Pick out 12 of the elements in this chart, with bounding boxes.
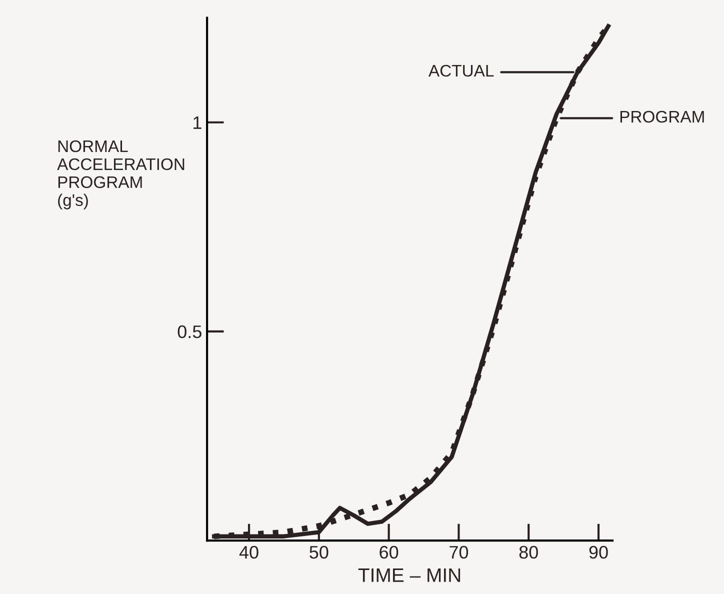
x-tick-label: 40 <box>239 546 258 559</box>
x-tick-label: 60 <box>380 546 398 559</box>
x-tick-label: 50 <box>310 546 328 559</box>
y-axis-title: NORMAL ACCELERATION PROGRAM (g's) <box>57 140 184 210</box>
text: PROGRAM <box>620 110 704 123</box>
x-axis-title: TIME – MIN <box>358 568 460 582</box>
x-tick-label: 70 <box>450 546 468 559</box>
x-tick-label: 90 <box>589 546 608 559</box>
y-tick-label: 0.5 <box>178 325 202 338</box>
x-tick-label: 80 <box>519 546 538 559</box>
y-tick-label: 1 <box>194 116 202 129</box>
annotation: ACTUAL <box>428 64 494 77</box>
